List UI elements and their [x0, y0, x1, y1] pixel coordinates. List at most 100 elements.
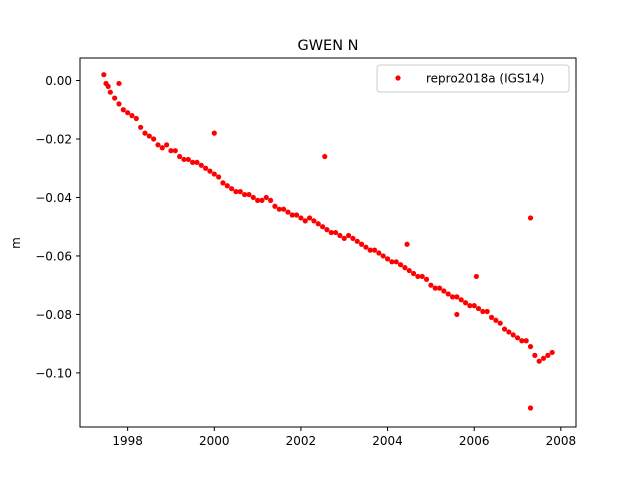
data-point — [506, 329, 512, 335]
data-point — [172, 148, 178, 154]
data-point — [107, 89, 113, 95]
x-tick-label: 2002 — [286, 434, 317, 448]
data-point — [229, 186, 235, 192]
data-point — [462, 300, 469, 306]
data-point — [280, 206, 287, 212]
data-point — [332, 229, 339, 236]
x-tick-label: 2004 — [372, 434, 403, 448]
data-point — [198, 162, 204, 168]
data-point — [445, 291, 451, 297]
data-point — [493, 317, 499, 323]
data-point — [298, 215, 304, 221]
data-point — [146, 133, 152, 139]
data-point — [532, 352, 538, 358]
data-point — [289, 212, 295, 218]
data-point — [324, 227, 330, 233]
data-point — [358, 241, 365, 247]
x-tick-label: 2006 — [459, 434, 490, 448]
data-point — [129, 113, 135, 119]
data-point — [337, 232, 343, 239]
data-point — [350, 235, 356, 242]
data-point — [454, 294, 460, 300]
data-point — [536, 358, 542, 364]
data-point — [371, 247, 378, 253]
data-point — [449, 294, 456, 300]
data-point — [311, 218, 317, 224]
data-point — [345, 232, 352, 239]
data-point — [116, 80, 122, 87]
data-point — [177, 153, 183, 160]
data-point — [341, 235, 347, 242]
data-point — [263, 194, 269, 201]
x-tick-label: 2000 — [199, 434, 230, 448]
data-point — [328, 229, 334, 236]
y-tick-label: −0.06 — [35, 249, 72, 263]
data-point — [514, 335, 521, 341]
y-tick-label: −0.08 — [35, 308, 72, 322]
data-point — [259, 197, 265, 203]
data-point — [302, 218, 308, 224]
data-point — [168, 148, 174, 154]
data-point — [220, 180, 226, 186]
data-point — [133, 115, 139, 122]
data-point — [384, 256, 391, 262]
data-point — [510, 332, 516, 338]
data-points — [101, 72, 555, 411]
data-point — [380, 253, 386, 259]
y-axis-ticks: 0.00 −0.02 −0.04 −0.06 −0.08 −0.10 — [35, 74, 80, 380]
data-point — [441, 288, 447, 294]
data-point — [190, 159, 196, 165]
data-point — [306, 215, 313, 221]
data-point — [397, 262, 404, 268]
legend-label: repro2018a (IGS14) — [426, 72, 544, 86]
data-point — [432, 285, 438, 291]
y-tick-label: −0.02 — [35, 132, 72, 146]
data-point — [519, 338, 525, 344]
data-point — [436, 285, 443, 291]
data-point — [319, 224, 326, 230]
data-point — [216, 174, 222, 180]
data-point — [501, 326, 508, 332]
data-point — [497, 320, 503, 326]
data-point — [523, 338, 529, 344]
data-point — [527, 343, 534, 350]
data-point — [237, 189, 243, 195]
data-point — [272, 203, 278, 209]
data-point — [112, 95, 118, 101]
data-point — [423, 276, 430, 282]
data-point — [293, 212, 300, 218]
data-point — [207, 168, 213, 174]
data-point — [255, 197, 261, 203]
data-point — [402, 265, 408, 271]
data-point — [527, 405, 534, 411]
data-point — [488, 314, 495, 320]
data-point — [527, 215, 534, 221]
legend: repro2018a (IGS14) — [376, 64, 570, 93]
data-point — [233, 189, 239, 195]
data-point — [185, 156, 191, 163]
data-point — [138, 124, 144, 130]
data-point — [376, 250, 382, 256]
data-point — [545, 352, 551, 358]
data-point — [428, 282, 434, 288]
data-point — [473, 273, 479, 280]
x-tick-label: 2008 — [546, 434, 577, 448]
data-point — [246, 191, 252, 198]
data-point — [471, 303, 477, 309]
data-point — [484, 308, 490, 315]
data-point — [363, 244, 369, 250]
data-point — [276, 206, 282, 212]
data-point — [322, 153, 328, 160]
data-point — [285, 209, 291, 215]
data-point — [151, 136, 157, 142]
data-point — [540, 355, 547, 361]
data-point — [406, 267, 412, 274]
data-point — [211, 130, 217, 136]
data-point — [480, 308, 486, 315]
data-point — [194, 159, 200, 165]
data-point — [211, 171, 217, 177]
x-tick-label: 1998 — [112, 434, 143, 448]
y-tick-label: −0.04 — [35, 191, 72, 205]
data-point — [367, 247, 373, 253]
